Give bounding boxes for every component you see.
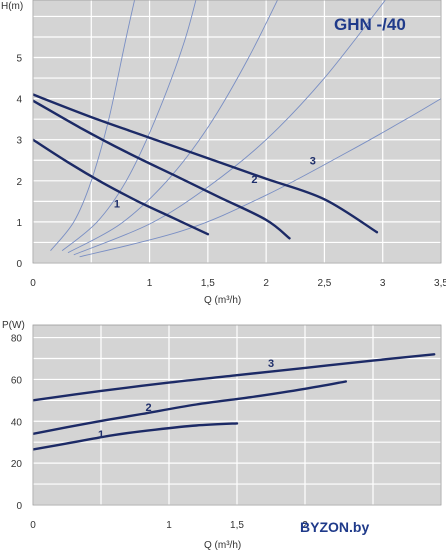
x-tick-label: 1,5: [230, 520, 244, 531]
y-tick-label: 4: [16, 95, 22, 106]
x-tick-label: 3,5: [434, 278, 446, 289]
series-label-2: 2: [251, 174, 257, 186]
y-tick-label: 0: [16, 501, 22, 512]
series-line-3: [33, 93, 379, 234]
y-axis-label: H(m): [1, 1, 23, 12]
y-tick-label: 40: [11, 417, 23, 428]
series-label-2: 2: [146, 402, 152, 414]
y-axis-label: P(W): [2, 320, 25, 331]
plot-area: [33, 0, 441, 263]
x-tick-label: 1,5: [201, 278, 215, 289]
x-axis-label: Q (m³/h): [204, 540, 241, 550]
y-tick-label: 0: [16, 259, 22, 270]
y-tick-label: 20: [11, 459, 23, 470]
y-tick-label: 2: [16, 177, 22, 188]
x-tick-label: 0: [30, 278, 36, 289]
y-tick-label: 3: [16, 136, 22, 147]
series-line-2: [33, 99, 291, 240]
x-tick-label: 2: [263, 278, 269, 289]
series-line-1: [33, 422, 239, 451]
system-curve: [67, 0, 279, 254]
system-curve: [61, 0, 197, 252]
y-tick-label: 80: [11, 334, 23, 345]
x-axis-label: Q (m³/h): [204, 295, 241, 306]
y-tick-label: 60: [11, 375, 23, 386]
x-tick-label: 3: [380, 278, 386, 289]
series-label-1: 1: [114, 199, 120, 211]
series-label-1: 1: [98, 429, 104, 441]
head-chart: 0 1 1,5 2 2,5 3 3,5 0 1 2 3 4 5 H(m) Q (m³/h) 1 2 3: [1, 0, 446, 306]
series-line-3: [33, 353, 436, 402]
series-label-3: 3: [310, 155, 316, 167]
x-tick-label: 0: [30, 520, 36, 531]
plot-frame: [32, 0, 442, 264]
plot-curves: [33, 0, 441, 258]
series-line-2: [33, 380, 347, 435]
system-curve: [50, 0, 136, 251]
watermark-text: BYZON.by: [300, 519, 369, 535]
y-tick-label: 5: [16, 54, 22, 65]
series-label-3: 3: [268, 358, 274, 370]
plot-curves: [33, 353, 436, 451]
system-curve: [79, 98, 441, 258]
series-line-1: [33, 138, 210, 236]
chart-title: GHN -/40: [334, 15, 406, 34]
x-tick-label: 2: [302, 520, 308, 531]
y-tick-label: 1: [16, 218, 22, 229]
plot-frame: [32, 324, 442, 506]
system-curve: [73, 0, 386, 256]
x-tick-label: 1: [166, 520, 172, 531]
x-tick-label: 2,5: [317, 278, 331, 289]
x-tick-label: 1: [147, 278, 153, 289]
